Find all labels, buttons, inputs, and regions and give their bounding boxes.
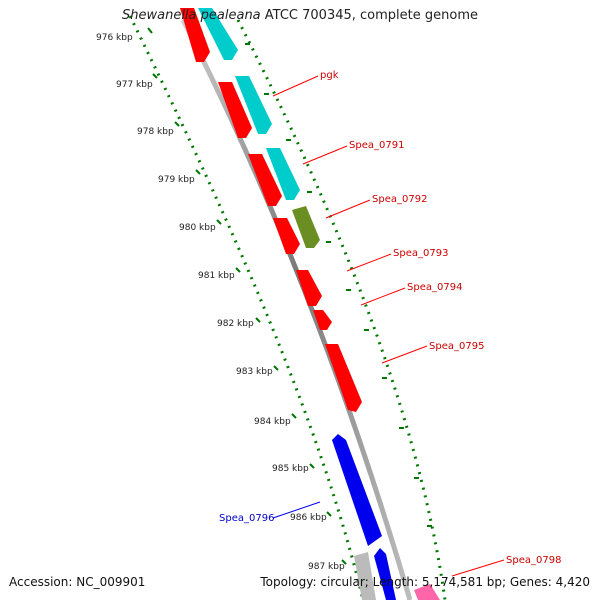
tick-label-982: 982 kbp	[217, 319, 254, 329]
gene-label-spea-0796[interactable]: Spea_0796	[219, 513, 274, 524]
tick-label-986: 986 kbp	[290, 513, 327, 523]
gene-feature-0796[interactable]	[332, 434, 382, 546]
gene-label-spea-0793[interactable]: Spea_0793	[393, 248, 448, 259]
tick-label-976: 976 kbp	[96, 33, 133, 43]
major-ticks	[147, 27, 432, 565]
tick-label-983: 983 kbp	[236, 367, 273, 377]
gene-feature-olive[interactable]	[292, 206, 320, 248]
tick-label-987: 987 kbp	[308, 562, 345, 572]
gene-feature-0795[interactable]	[325, 344, 362, 412]
tick-label-978: 978 kbp	[137, 127, 174, 137]
gene-label-pgk[interactable]: pgk	[320, 70, 339, 81]
tick-label-980: 980 kbp	[179, 223, 216, 233]
gene-feature-cyan-1[interactable]	[198, 8, 238, 60]
outer-lane-genes	[198, 8, 320, 248]
title-rest: ATCC 700345, complete genome	[260, 8, 478, 23]
map-title: Shewanella pealeana ATCC 700345, complet…	[0, 8, 600, 23]
tick-label-979: 979 kbp	[158, 175, 195, 185]
gene-feature-0798[interactable]	[414, 584, 440, 600]
topology-summary: Topology: circular; Length: 5,174,581 bp…	[260, 575, 590, 589]
tick-label-985: 985 kbp	[272, 464, 309, 474]
gene-label-spea-0791[interactable]: Spea_0791	[349, 140, 404, 151]
gene-feature-0793[interactable]	[296, 270, 322, 306]
gene-feature-0791[interactable]	[248, 154, 282, 206]
gene-feature-blue-bottom[interactable]	[374, 548, 396, 600]
gene-label-spea-0798[interactable]: Spea_0798	[506, 555, 561, 566]
gene-feature-0792[interactable]	[273, 218, 300, 254]
gene-feature-cyan-3[interactable]	[266, 148, 300, 200]
gene-feature-top[interactable]	[180, 8, 210, 62]
genome-backbone	[180, 18, 413, 600]
gene-feature-cyan-2[interactable]	[235, 76, 272, 134]
gene-feature-pgk[interactable]	[218, 82, 252, 138]
organism-name: Shewanella pealeana	[122, 8, 261, 23]
gene-label-spea-0795[interactable]: Spea_0795	[429, 341, 484, 352]
label-connectors	[272, 75, 505, 577]
gene-label-spea-0792[interactable]: Spea_0792	[372, 194, 427, 205]
accession-label: Accession: NC_009901	[9, 575, 146, 589]
gene-label-spea-0794[interactable]: Spea_0794	[407, 282, 462, 293]
gene-feature-gray[interactable]	[354, 552, 376, 600]
tick-label-984: 984 kbp	[254, 417, 291, 427]
tick-label-977: 977 kbp	[116, 80, 153, 90]
inner-lane-genes	[180, 8, 440, 600]
gene-feature-0794[interactable]	[313, 310, 332, 330]
tick-label-981: 981 kbp	[198, 271, 235, 281]
